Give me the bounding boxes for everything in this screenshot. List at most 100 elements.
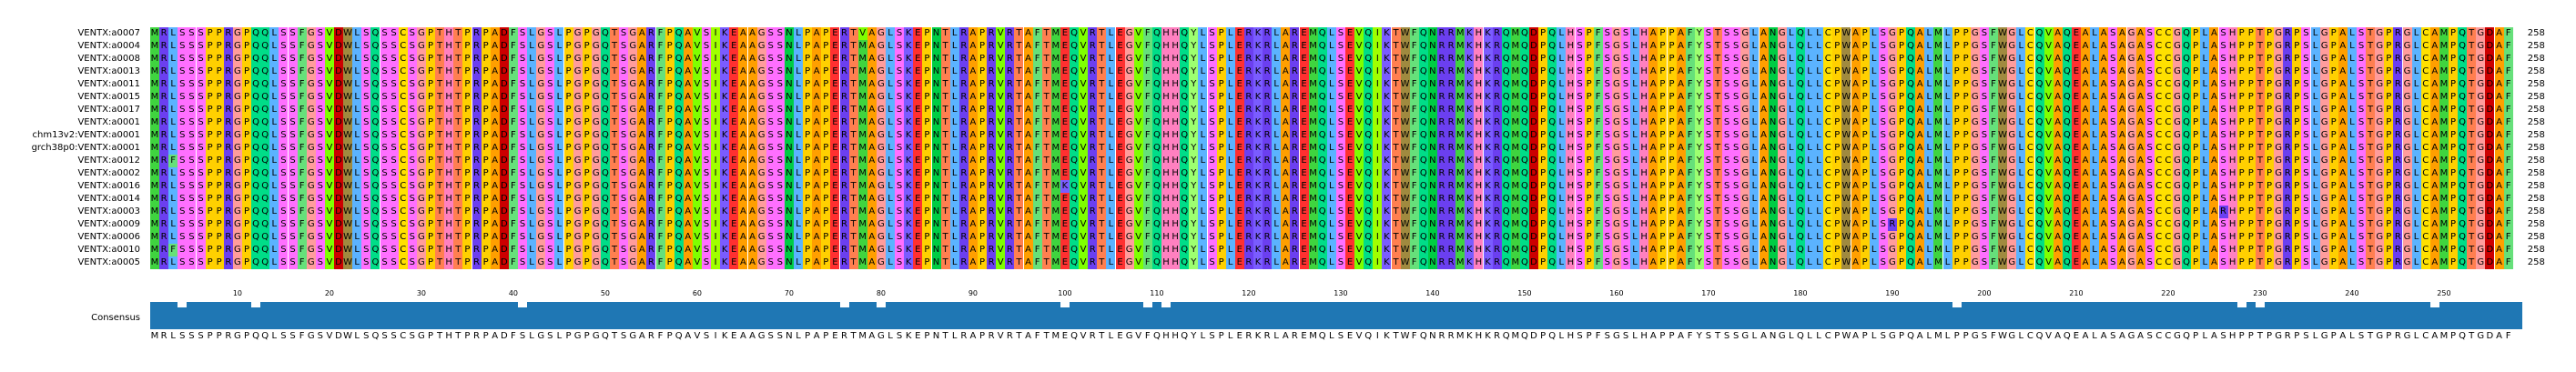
residue-cell: N [1768,256,1778,269]
residue-cell: R [958,142,969,155]
residue-cell: P [2384,65,2394,78]
residue-cell: M [150,142,159,155]
ruler-tick-label: 90 [968,289,979,297]
residue-cell: P [1952,193,1962,206]
residue-cell: A [2117,180,2127,193]
conservation-bar [232,302,243,329]
residue-cell: L [1805,244,1814,256]
residue-cell: Q [1547,142,1557,155]
residue-cell: S [1575,116,1585,129]
residue-cell: M [1933,206,1943,218]
residue-cell: G [1611,78,1621,91]
residue-cell: E [1115,155,1125,167]
residue-cell: A [1851,244,1861,256]
residue-cell: D [334,218,343,231]
residue-cell: F [2503,244,2513,256]
residue-cell: E [729,104,739,116]
residue-cell: F [655,231,665,244]
residue-cell: W [1400,40,1410,53]
residue-cell: W [343,116,353,129]
residue-cell: E [1060,78,1070,91]
residue-cell: R [1290,218,1300,231]
residue-cell: M [1510,167,1520,180]
residue-cell: A [1648,91,1658,104]
residue-cell: A [1648,129,1658,142]
residue-cell: P [1952,40,1962,53]
residue-cell: S [288,206,298,218]
residue-cell: S [407,116,417,129]
residue-cell: H [1639,27,1649,40]
residue-cell: L [2411,65,2421,78]
residue-cell: A [683,129,693,142]
residue-cell: A [2209,231,2219,244]
residue-cell: G [1611,231,1621,244]
residue-cell: I [1373,256,1383,269]
residue-cell: P [582,91,592,104]
residue-cell: A [1648,116,1658,129]
residue-cell: E [1345,116,1354,129]
residue-cell: A [1915,142,1925,155]
residue-cell: P [1961,180,1971,193]
residue-cell: S [361,104,371,116]
residue-cell: L [1814,27,1824,40]
residue-cell: C [2025,218,2035,231]
conservation-bar [187,302,197,329]
residue-cell: L [1106,129,1116,142]
residue-cell: W [343,256,353,269]
residue-cell: N [931,78,941,91]
residue-cell: A [490,206,500,218]
residue-cell: A [2053,167,2063,180]
residue-cell: S [766,206,776,218]
residue-cell: Q [1151,155,1161,167]
residue-cell: L [1630,40,1640,53]
residue-cell: L [794,231,803,244]
residue-cell: F [508,142,518,155]
residue-cell: M [1933,53,1943,65]
residue-cell: G [2402,65,2412,78]
residue-cell: A [2338,142,2348,155]
residue-cell: Q [1795,193,1805,206]
conservation-bar [481,302,491,329]
residue-cell: C [398,256,408,269]
residue-cell: L [1869,167,1879,180]
residue-cell: A [812,218,822,231]
residue-cell: C [2154,256,2164,269]
residue-cell: L [1106,27,1116,40]
residue-cell: P [1584,193,1594,206]
residue-cell: K [1253,231,1263,244]
residue-cell: M [857,180,867,193]
residue-cell: V [1354,142,1364,155]
residue-cell: E [1115,167,1125,180]
residue-cell: S [619,129,629,142]
residue-cell: P [978,129,987,142]
residue-cell: P [426,167,435,180]
residue-cell: R [1088,78,1098,91]
residue-cell: Q [1418,116,1428,129]
residue-cell: Q [1501,129,1511,142]
residue-cell: L [554,78,564,91]
residue-cell: P [214,180,224,193]
residue-cell: A [2053,142,2063,155]
residue-cell: N [931,142,941,155]
residue-cell: L [949,193,959,206]
sequence-length: 258 [2527,79,2545,89]
residue-cell: G [536,91,546,104]
residue-cell: T [435,65,445,78]
residue-cell: S [389,27,399,40]
residue-cell: G [573,244,583,256]
residue-cell: S [702,40,711,53]
residue-cell: G [1777,40,1787,53]
residue-cell: G [536,142,546,155]
residue-cell: H [1566,27,1576,40]
residue-cell: H [1474,206,1484,218]
residue-cell: S [775,206,785,218]
residue-cell: L [794,206,803,218]
residue-cell: Q [1180,206,1190,218]
residue-cell: M [150,218,159,231]
residue-cell: W [1841,91,1851,104]
residue-cell: R [159,244,169,256]
residue-cell: T [610,53,619,65]
residue-cell: S [1602,142,1612,155]
residue-cell: H [444,116,454,129]
residue-cell: L [2200,218,2210,231]
